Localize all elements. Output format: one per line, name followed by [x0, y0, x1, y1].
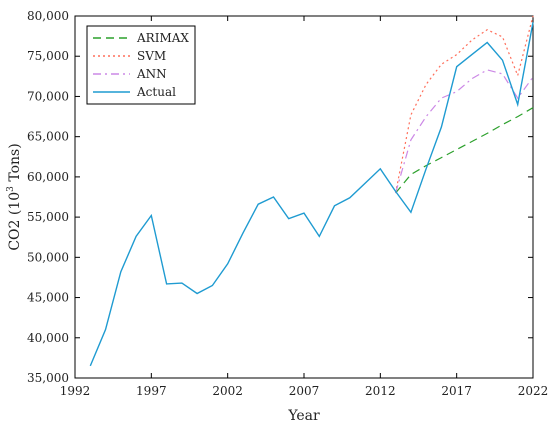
y-tick-label: 35,000 [27, 371, 69, 385]
legend-box [86, 25, 196, 105]
x-tick-label: 2012 [365, 384, 396, 398]
axis-ticks [74, 15, 534, 379]
y-axis-title-superscript: 3 [6, 186, 16, 192]
y-axis-title-tail: Tons) [7, 143, 23, 186]
y-tick-label: 65,000 [27, 130, 69, 144]
x-axis-title: Year [287, 408, 320, 424]
legend-label-svm: SVM [137, 49, 166, 63]
y-axis-title: CO2 (103 Tons) [6, 143, 23, 250]
y-tick-label: 60,000 [27, 170, 69, 184]
legend-label-actual: Actual [136, 85, 176, 99]
y-tick-label: 70,000 [27, 89, 69, 103]
x-tick-label: 2002 [212, 384, 243, 398]
legend-label-arimax: ARIMAX [136, 31, 189, 45]
y-tick-label: 80,000 [27, 9, 69, 23]
x-tick-label: 1997 [136, 384, 167, 398]
x-tick-label: 2022 [518, 384, 549, 398]
x-tick-label: 1992 [60, 384, 91, 398]
tick-labels: 1992 1997 2002 2007 2012 2017 2022 35,000 40,000… [27, 9, 548, 398]
series-lines [89, 15, 534, 367]
x-tick-label: 2017 [441, 384, 472, 398]
legend-label-ann: ANN [136, 67, 167, 81]
series-line-arimax [395, 107, 534, 194]
legend: ARIMAX SVM ANN Actual [86, 25, 196, 105]
series-line-svm [395, 15, 534, 194]
y-tick-label: 50,000 [27, 250, 69, 264]
x-tick-label: 2007 [289, 384, 320, 398]
y-tick-label: 75,000 [27, 49, 69, 63]
series-line-ann [395, 69, 534, 194]
y-axis-title-main: CO2 (10 [7, 192, 23, 251]
y-tick-label: 55,000 [27, 210, 69, 224]
y-tick-label: 45,000 [27, 291, 69, 305]
y-tick-label: 40,000 [27, 331, 69, 345]
series-line-actual [89, 22, 534, 367]
